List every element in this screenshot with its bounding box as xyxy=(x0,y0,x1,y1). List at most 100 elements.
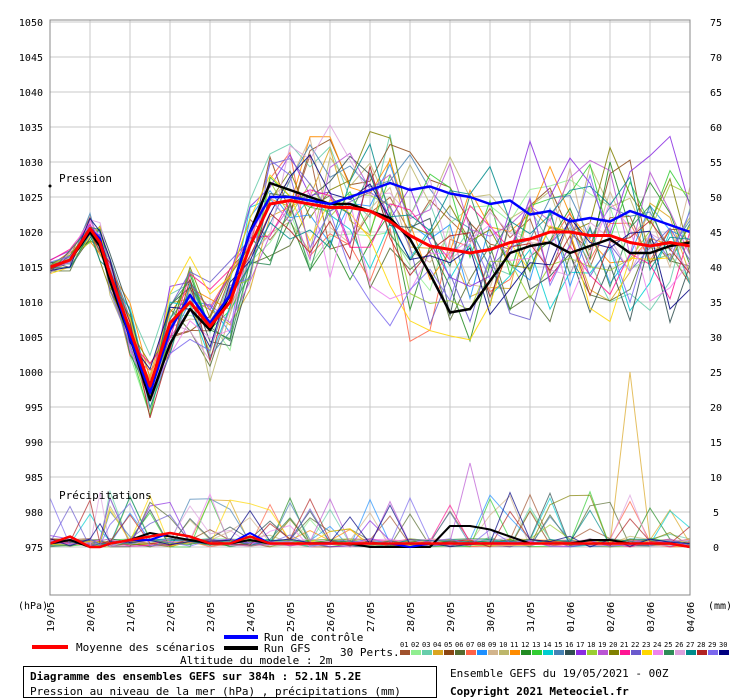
mean-precip-line xyxy=(49,531,691,549)
x-tick-label: 28/05 xyxy=(406,602,417,632)
x-tick-label: 01/06 xyxy=(566,602,577,632)
pert-legend-number: 15 xyxy=(554,641,562,649)
pert-legend-swatch xyxy=(488,650,498,655)
x-tick-label: 04/06 xyxy=(686,602,697,632)
pert-legend-number: 13 xyxy=(532,641,540,649)
perturbation-pressure-line xyxy=(49,179,691,418)
y-tick-label-pressure: 1020 xyxy=(19,228,43,239)
y-tick-label-precip: 30 xyxy=(710,333,722,344)
y-tick-label-precip: 75 xyxy=(710,18,722,29)
y-tick-label-pressure: 1010 xyxy=(19,298,43,309)
pert-legend-number: 05 xyxy=(444,641,452,649)
pert-legend-swatch xyxy=(543,650,553,655)
perturbation-pressure-line xyxy=(49,189,691,365)
legend-mean-label: Moyenne des scénarios xyxy=(76,641,215,654)
y-tick-label-precip: 10 xyxy=(710,473,722,484)
y-tick-label-precip: 35 xyxy=(710,298,722,309)
pert-legend-swatch xyxy=(422,650,432,655)
right-axis-unit: (mm) xyxy=(708,601,732,612)
pert-legend-swatch xyxy=(631,650,641,655)
pert-legend-swatch xyxy=(642,650,652,655)
pert-legend-number: 17 xyxy=(576,641,584,649)
pert-legend-number: 30 xyxy=(719,641,727,649)
y-tick-label-precip: 45 xyxy=(710,228,722,239)
x-tick-label: 02/06 xyxy=(606,602,617,632)
pert-legend-number: 02 xyxy=(411,641,419,649)
altitude-label: Altitude du modele : 2m xyxy=(180,654,333,667)
pert-legend-number: 29 xyxy=(708,641,716,649)
legend-gfs-label: Run GFS xyxy=(264,642,310,655)
pert-legend-number: 09 xyxy=(488,641,496,649)
mean-pressure-line xyxy=(49,199,691,388)
x-tick-label: 23/05 xyxy=(206,602,217,632)
y-tick-label-pressure: 980 xyxy=(25,508,43,519)
chart-subtitle: Pression au niveau de la mer (hPa) , pré… xyxy=(30,685,401,698)
chart-info-box: Diagramme des ensembles GEFS sur 384h : … xyxy=(23,666,437,698)
x-tick-label: 24/05 xyxy=(246,602,257,632)
precip-label: Précipitations xyxy=(59,489,152,502)
y-tick-label-precip: 25 xyxy=(710,368,722,379)
perturbation-pressure-line xyxy=(49,159,691,403)
y-tick-label-pressure: 1040 xyxy=(19,88,43,99)
pert-legend-number: 10 xyxy=(499,641,507,649)
y-tick-label-pressure: 1025 xyxy=(19,193,43,204)
pert-legend-number: 08 xyxy=(477,641,485,649)
pert-legend-swatch xyxy=(433,650,443,655)
y-tick-label-pressure: 1000 xyxy=(19,368,43,379)
x-tick-label: 21/05 xyxy=(126,602,137,632)
y-tick-label-precip: 15 xyxy=(710,438,722,449)
pert-legend-swatch xyxy=(444,650,454,655)
pert-legend-swatch xyxy=(653,650,663,655)
x-tick-label: 27/05 xyxy=(366,602,377,632)
x-tick-label: 25/05 xyxy=(286,602,297,632)
copyright: Copyright 2021 Meteociel.fr xyxy=(450,685,629,698)
pert-legend-swatch xyxy=(466,650,476,655)
y-tick-label-precip: 40 xyxy=(710,263,722,274)
y-tick-label-pressure: 985 xyxy=(25,473,43,484)
pert-legend-swatch xyxy=(400,650,410,655)
pert-legend-number: 26 xyxy=(675,641,683,649)
perturbation-pressure-line xyxy=(49,130,691,365)
pert-legend-number: 25 xyxy=(664,641,672,649)
pert-legend-swatch xyxy=(719,650,729,655)
plot-frame xyxy=(49,19,691,596)
x-tick-label: 20/05 xyxy=(86,602,97,632)
y-tick-label-pressure: 1015 xyxy=(19,263,43,274)
y-tick-label-pressure: 1045 xyxy=(19,53,43,64)
y-tick-label-precip: 5 xyxy=(713,508,719,519)
y-tick-label-pressure: 990 xyxy=(25,438,43,449)
pert-legend-swatch xyxy=(554,650,564,655)
pert-legend-number: 14 xyxy=(543,641,551,649)
pert-legend-swatch xyxy=(664,650,674,655)
pert-legend-number: 04 xyxy=(433,641,441,649)
y-tick-label-pressure: 1005 xyxy=(19,333,43,344)
pert-legend-swatch xyxy=(455,650,465,655)
pert-legend-swatch xyxy=(532,650,542,655)
x-tick-label: 29/05 xyxy=(446,602,457,632)
perts-label: 30 Perts. xyxy=(340,646,400,659)
run-info: Ensemble GEFS du 19/05/2021 - 00Z xyxy=(450,667,669,680)
pert-legend-swatch xyxy=(510,650,520,655)
x-tick-label: 22/05 xyxy=(166,602,177,632)
pert-legend-number: 07 xyxy=(466,641,474,649)
pert-legend-swatch xyxy=(499,650,509,655)
pert-legend-number: 03 xyxy=(422,641,430,649)
pert-legend-number: 01 xyxy=(400,641,408,649)
y-tick-label-precip: 60 xyxy=(710,123,722,134)
pert-legend-number: 27 xyxy=(686,641,694,649)
y-tick-label-pressure: 1050 xyxy=(19,18,43,29)
gfs-precip-line xyxy=(49,525,691,548)
pert-legend-swatch xyxy=(576,650,586,655)
pert-legend-swatch xyxy=(565,650,575,655)
pert-legend-swatch xyxy=(697,650,707,655)
pert-legend-swatch xyxy=(708,650,718,655)
y-tick-label-pressure: 975 xyxy=(25,543,43,554)
pert-legend-swatch xyxy=(587,650,597,655)
pert-legend-number: 19 xyxy=(598,641,606,649)
legend-control-label: Run de contrôle xyxy=(264,631,363,644)
pert-legend-swatch xyxy=(675,650,685,655)
y-tick-label-precip: 0 xyxy=(713,543,719,554)
pert-legend-number: 16 xyxy=(565,641,573,649)
pert-legend-number: 21 xyxy=(620,641,628,649)
